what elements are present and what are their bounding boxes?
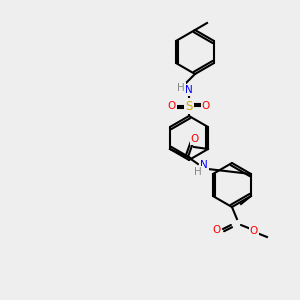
Text: N: N xyxy=(185,85,193,95)
Text: H: H xyxy=(194,167,202,177)
Text: N: N xyxy=(200,160,208,170)
Text: O: O xyxy=(250,226,258,236)
Text: O: O xyxy=(191,134,199,144)
Text: O: O xyxy=(202,101,210,111)
Text: H: H xyxy=(177,83,185,93)
Text: O: O xyxy=(213,225,221,235)
Text: O: O xyxy=(168,101,176,111)
Text: S: S xyxy=(185,100,193,112)
